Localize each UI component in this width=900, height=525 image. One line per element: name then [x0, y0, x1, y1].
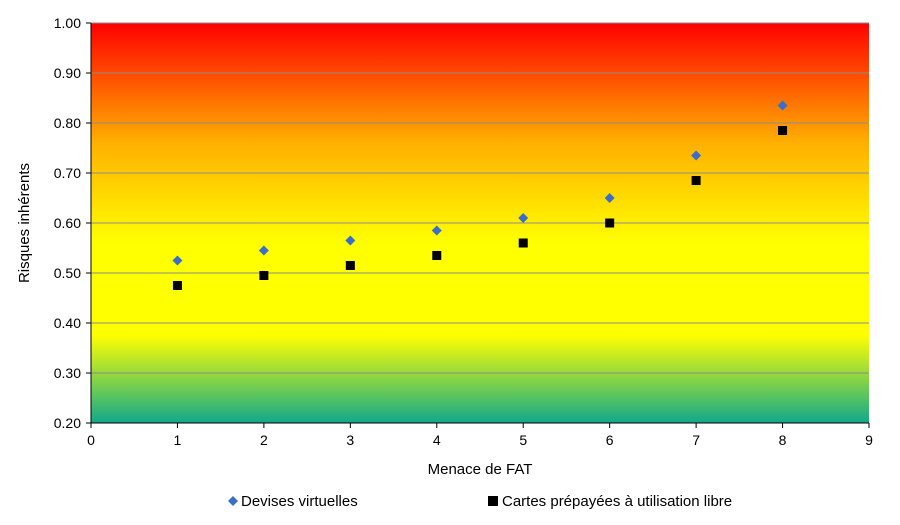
point-cartes-prepayees [605, 218, 615, 228]
y-tick-label: 0.30 [54, 365, 81, 381]
x-axis-ticks: 0 1 2 3 4 5 6 7 8 9 [87, 423, 873, 448]
gridlines [91, 22, 869, 374]
point-devises-virtuelles [258, 245, 269, 256]
y-tick-label: 1.00 [54, 15, 81, 31]
legend-label-devises-virtuelles: Devises virtuelles [241, 493, 358, 510]
data-points [172, 100, 788, 290]
point-cartes-prepayees [432, 251, 442, 260]
x-tick-label: 9 [865, 432, 873, 448]
point-devises-virtuelles [604, 193, 615, 203]
point-cartes-prepayees [345, 261, 355, 270]
x-tick-label: 5 [519, 432, 527, 448]
x-tick-label: 3 [346, 432, 354, 448]
y-tick-label: 0.90 [54, 65, 81, 81]
legend-marker-cartes-prepayees [488, 496, 498, 506]
point-cartes-prepayees [778, 126, 788, 135]
y-tick-label: 0.70 [54, 165, 81, 181]
point-devises-virtuelles [777, 100, 788, 111]
point-devises-virtuelles [518, 213, 529, 223]
y-tick-label: 0.50 [54, 265, 81, 281]
point-cartes-prepayees [691, 176, 701, 185]
point-devises-virtuelles [691, 150, 702, 161]
x-tick-label: 1 [174, 432, 182, 448]
legend-label-cartes-prepayees: Cartes prépayées à utilisation libre [502, 493, 732, 510]
point-cartes-prepayees [259, 271, 269, 280]
y-tick-label: 0.60 [54, 215, 81, 231]
point-cartes-prepayees [172, 281, 182, 290]
y-axis-title: Risques inhérents [16, 163, 33, 283]
legend: Devises virtuelles Cartes prépayées à ut… [228, 493, 732, 510]
y-tick-label: 0.40 [54, 315, 81, 331]
x-axis-title: Menace de FAT [428, 461, 533, 478]
y-axis-ticks: 0.20 0.30 0.40 0.50 0.60 0.70 0.80 0.90 1.00 [54, 15, 91, 431]
x-tick-label: 7 [692, 432, 700, 448]
point-cartes-prepayees [518, 238, 528, 248]
x-tick-label: 0 [87, 432, 95, 448]
y-tick-label: 0.20 [54, 415, 81, 431]
x-tick-label: 4 [433, 432, 441, 448]
point-devises-virtuelles [345, 235, 356, 246]
point-devises-virtuelles [431, 225, 442, 236]
point-devises-virtuelles [172, 255, 183, 266]
y-tick-label: 0.80 [54, 115, 81, 131]
legend-marker-devises-virtuelles [228, 496, 238, 506]
x-tick-label: 8 [779, 432, 787, 448]
x-tick-label: 2 [260, 432, 268, 448]
x-tick-label: 6 [606, 432, 614, 448]
